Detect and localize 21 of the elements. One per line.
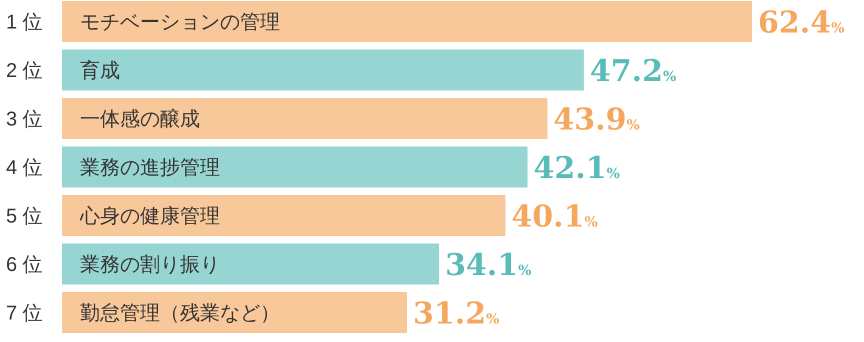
data-label: 40.1% xyxy=(511,200,598,234)
text: 1 位 xyxy=(6,12,43,34)
data-label: 42.1% xyxy=(534,151,620,186)
text: 6 位 xyxy=(6,254,43,276)
text: 3 位 xyxy=(6,108,43,130)
text: 2 位 xyxy=(6,60,43,82)
text: 7 位 xyxy=(6,302,43,324)
y-tick-label: 業務の進捗管理 xyxy=(80,157,220,179)
data-label: 34.1% xyxy=(445,248,532,283)
y-tick-label: 一体感の醸成 xyxy=(80,108,200,130)
data-label: 31.2% xyxy=(413,296,500,332)
text: 4 位 xyxy=(6,157,43,179)
y-tick-label: 勤怠管理（残業など） xyxy=(80,302,280,324)
y-tick-label: 業務の割り振り xyxy=(80,254,220,276)
y-tick-label: モチベーションの管理 xyxy=(80,12,280,34)
y-tick-label: 心身の健康管理 xyxy=(79,206,220,228)
data-label: 43.9% xyxy=(553,102,640,138)
y-tick-label: 育成 xyxy=(80,59,120,82)
text: 5 位 xyxy=(6,206,43,228)
data-label: 62.4% xyxy=(758,6,844,40)
data-label: 47.2% xyxy=(590,54,676,89)
